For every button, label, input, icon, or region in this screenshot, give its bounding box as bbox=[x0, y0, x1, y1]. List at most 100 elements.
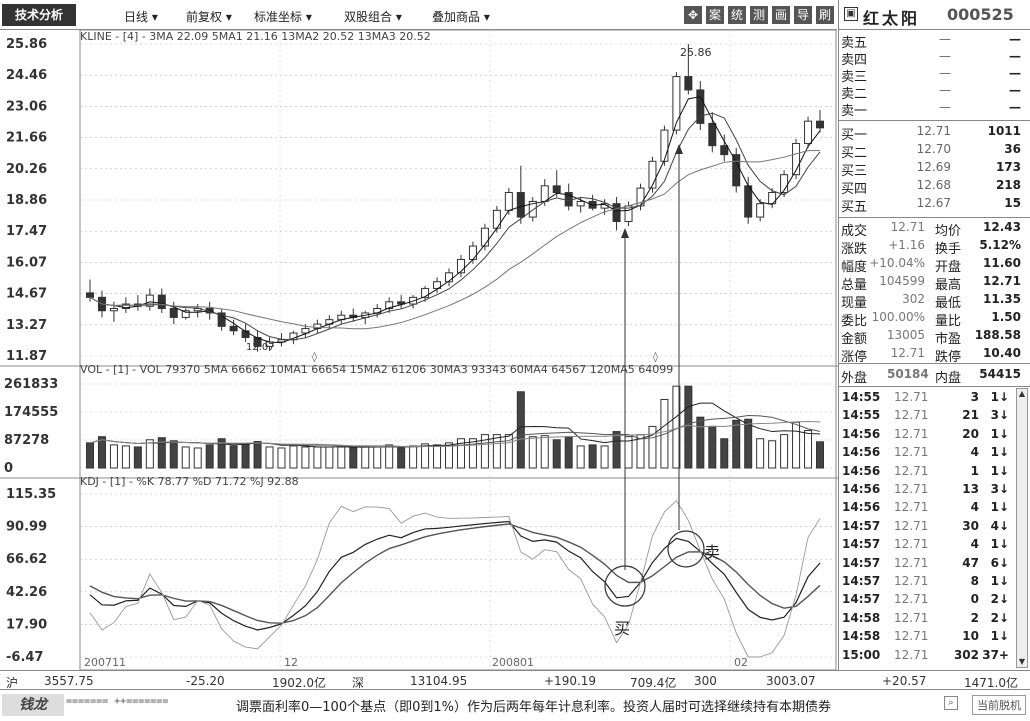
diamond-marker-2: ◊ bbox=[653, 351, 658, 363]
adjust-dropdown[interactable]: 前复权 ▾ bbox=[186, 10, 232, 24]
volume-bar bbox=[588, 444, 597, 469]
volume-bar bbox=[409, 445, 418, 469]
volume-bar bbox=[289, 445, 298, 469]
scale-dropdown[interactable]: 标准坐标 ▾ bbox=[254, 10, 312, 24]
candle-body bbox=[109, 307, 118, 312]
scroll-up-icon: ▲ bbox=[1018, 389, 1026, 398]
candle-body bbox=[385, 301, 394, 309]
candle-body bbox=[720, 145, 729, 156]
volume-bar bbox=[684, 385, 693, 469]
kdj-line bbox=[89, 499, 821, 658]
volume-bar bbox=[277, 447, 286, 469]
c300-label: 300 bbox=[694, 674, 717, 688]
volume-bar bbox=[121, 445, 130, 469]
tool-button-case[interactable]: 案 bbox=[706, 6, 724, 24]
tool-button-stats[interactable]: 统 bbox=[728, 6, 746, 24]
volume-bar bbox=[385, 444, 394, 469]
kline-header: KLINE - [4] - 3MA 22.09 5MA1 21.16 13MA2… bbox=[80, 30, 431, 43]
tick-row: 14:57 12.71 0 2↓ bbox=[842, 592, 1009, 607]
candle-body bbox=[397, 301, 406, 305]
tick-row: 14:57 12.71 47 6↓ bbox=[842, 555, 1009, 570]
volume-bar bbox=[504, 434, 513, 469]
tool-button-draw[interactable]: 画 bbox=[772, 6, 790, 24]
tick-row: 14:56 12.71 4 1↓ bbox=[842, 500, 1009, 515]
tool-button-refresh[interactable]: 刷 bbox=[816, 6, 834, 24]
candle-body bbox=[732, 154, 741, 187]
x-label-dec: 12 bbox=[284, 656, 298, 669]
tool-button-export[interactable]: 导 bbox=[794, 6, 812, 24]
tick-row: 14:56 12.71 1 1↓ bbox=[842, 463, 1009, 478]
period-dropdown[interactable]: 日线 ▾ bbox=[124, 10, 158, 24]
volume-axis-label: 261833 bbox=[4, 377, 58, 392]
candle-body bbox=[804, 120, 813, 144]
price-axis-label: 16.07 bbox=[6, 255, 47, 270]
price-axis-label: 14.67 bbox=[6, 287, 47, 302]
tick-row: 14:58 12.71 2 2↓ bbox=[842, 610, 1009, 625]
low-price-label: 12.07 bbox=[246, 342, 275, 353]
volume-bar bbox=[780, 434, 789, 469]
volume-bar bbox=[528, 436, 537, 469]
volume-bar bbox=[337, 446, 346, 469]
candle-body bbox=[504, 192, 513, 211]
bottom-bar: 钱龙 ======= ++======= 调票面利率0—100个基点（即0到1%… bbox=[0, 690, 1030, 721]
kdj-axis-label: 42.26 bbox=[6, 585, 47, 600]
candle-body bbox=[540, 185, 549, 202]
volume-axis-label: 87278 bbox=[4, 433, 49, 448]
volume-bar bbox=[480, 434, 489, 469]
volume-bar bbox=[744, 418, 753, 469]
c300-index: 3003.07 bbox=[766, 674, 816, 688]
volume-ma-line bbox=[89, 420, 821, 448]
volume-bar bbox=[768, 440, 777, 469]
search-icon[interactable]: ⌕ bbox=[944, 696, 958, 710]
volume-bar bbox=[133, 446, 142, 469]
sell-row-1: 卖五 — — bbox=[841, 32, 1021, 51]
volume-bar bbox=[265, 446, 274, 469]
index-status-bar: 沪 3557.75 -25.20 1902.0亿 深 13104.95 +190… bbox=[0, 670, 1030, 690]
tab-strip[interactable]: ======= ++======= bbox=[66, 696, 169, 707]
tick-row: 14:55 12.71 3 1↓ bbox=[842, 390, 1009, 404]
tick-row: 14:55 12.71 21 3↓ bbox=[842, 408, 1009, 423]
tick-scrollbar[interactable]: ▲ ▼ bbox=[1016, 388, 1028, 668]
stock-header: ▣ 红太阳 000525 bbox=[838, 0, 1030, 30]
volume-bars bbox=[86, 385, 824, 469]
sell-row-3: 卖三 — — bbox=[841, 66, 1021, 85]
volume-bar bbox=[86, 442, 94, 469]
candle-body bbox=[792, 142, 801, 176]
stat-row-1: 成交 12.71 均价 12.43 bbox=[841, 220, 1021, 239]
diamond-marker-1: ◊ bbox=[312, 351, 317, 363]
volume-bar bbox=[433, 444, 442, 469]
volume-bar bbox=[804, 430, 813, 469]
candle-body bbox=[121, 303, 130, 309]
sell-arrow-icon bbox=[675, 144, 683, 154]
stat-row-6: 委比 100.00% 量比 1.50 bbox=[841, 310, 1021, 329]
move-icon[interactable]: ✥ bbox=[684, 6, 702, 24]
sell-circle bbox=[667, 530, 705, 568]
candle-body bbox=[648, 160, 657, 189]
volume-bar bbox=[373, 446, 382, 469]
candle-body bbox=[684, 76, 693, 91]
volume-bar bbox=[648, 425, 657, 469]
stock-chart[interactable]: 25.86 24.46 23.06 21.66 20.26 18.86 17.47 16.07… bbox=[0, 30, 838, 670]
candle-body bbox=[229, 325, 238, 332]
overlay-dropdown[interactable]: 叠加商品 ▾ bbox=[432, 10, 490, 24]
stock-menu-icon[interactable]: ▣ bbox=[844, 7, 858, 21]
volume-bar bbox=[816, 441, 824, 469]
sell-row-5: 卖一 — — bbox=[841, 100, 1021, 119]
ma-line bbox=[89, 112, 821, 341]
volume-bar bbox=[732, 419, 741, 469]
volume-bar bbox=[109, 444, 118, 469]
offline-status[interactable]: 当前脱机 bbox=[972, 695, 1026, 715]
volume-bar bbox=[564, 436, 573, 469]
dual-stock-dropdown[interactable]: 双股组合 ▾ bbox=[344, 10, 402, 24]
volume-bar bbox=[696, 416, 705, 469]
price-axis-label: 11.87 bbox=[6, 349, 47, 364]
kdj-axis-label: 115.35 bbox=[6, 487, 56, 502]
volume-bar bbox=[720, 438, 729, 469]
price-axis-label: 24.46 bbox=[6, 68, 47, 83]
volume-bar bbox=[552, 439, 561, 469]
candle-body bbox=[217, 312, 226, 327]
tool-button-test[interactable]: 测 bbox=[750, 6, 768, 24]
volume-bar bbox=[468, 438, 477, 469]
technical-analysis-label[interactable]: 技术分析 bbox=[2, 4, 76, 26]
candle-body bbox=[756, 203, 765, 218]
